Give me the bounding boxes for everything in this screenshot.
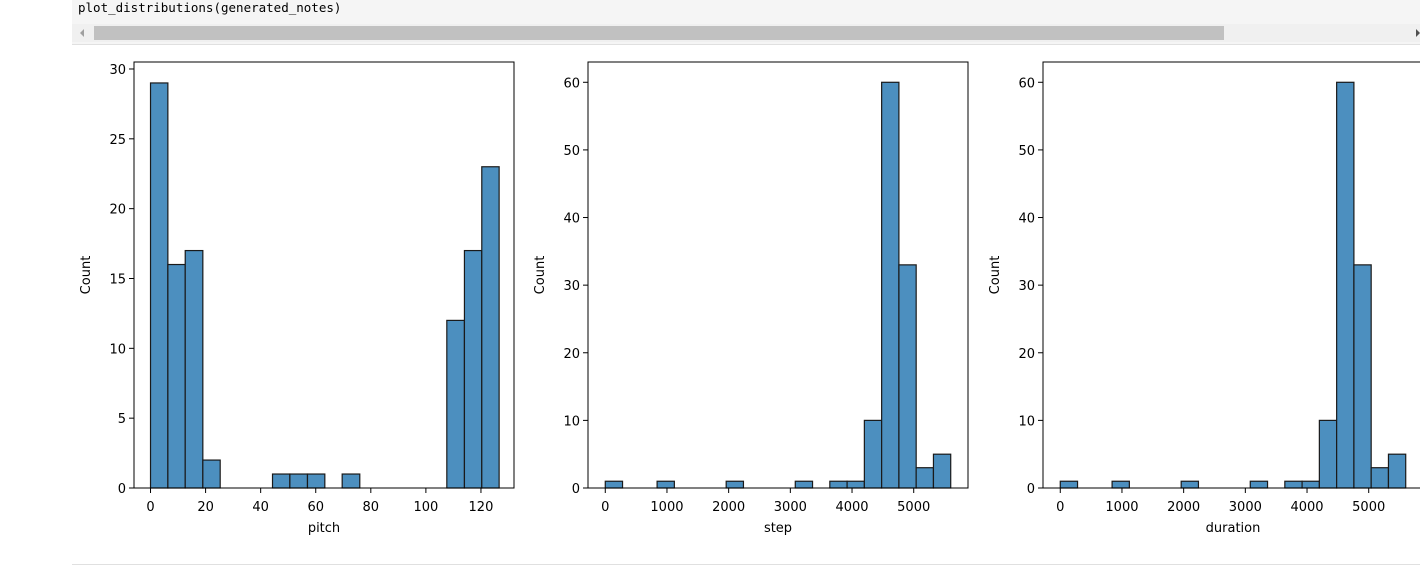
scroll-right-arrow-icon[interactable]: [1416, 29, 1420, 37]
bar-step-6: [863, 419, 883, 489]
y-tick-label: 25: [109, 133, 126, 148]
bar-step-7: [881, 81, 900, 489]
axes-frame: [1042, 61, 1420, 489]
bar-duration-7: [1336, 81, 1355, 489]
output-divider: [72, 564, 1420, 565]
x-tick-label: 2000: [712, 500, 745, 515]
y-tick-label: 20: [1018, 347, 1035, 362]
bar-step-0: [604, 480, 624, 489]
chart-step: 0 1000 2000 3000 4000 5000 0 10 20 30 40 50 60 step Co…: [533, 61, 969, 536]
y-tick-label: 0: [1027, 482, 1035, 497]
x-tick-label: 60: [307, 500, 324, 515]
y-tick-label: 30: [1018, 279, 1035, 294]
x-tick-label: 5000: [897, 500, 930, 515]
y-tick-label: 20: [109, 203, 126, 218]
x-tick-label: 20: [197, 500, 214, 515]
bar-duration-0: [1059, 480, 1079, 489]
y-tick-label: 30: [563, 279, 580, 294]
y-tick-label: 0: [118, 482, 126, 497]
scroll-left-arrow-icon[interactable]: [80, 29, 84, 37]
bar-step-2: [725, 480, 745, 489]
x-axis-label: duration: [1206, 521, 1261, 536]
bar-step-3: [794, 480, 814, 489]
y-tick-label: 5: [118, 412, 126, 427]
y-tick-label: 60: [1018, 76, 1035, 91]
x-tick-label: 100: [413, 500, 438, 515]
y-tick-label: 0: [572, 482, 580, 497]
axes-frame: [587, 61, 969, 489]
bar-step-1: [656, 480, 675, 489]
x-tick-label: 1000: [1105, 500, 1138, 515]
bar-pitch-5: [289, 473, 309, 489]
horizontal-scrollbar[interactable]: [72, 24, 1420, 42]
y-tick-label: 40: [1018, 212, 1035, 227]
bar-duration-9: [1370, 467, 1390, 489]
chart-pitch: 0 20 40 60 80 100 120 0 5 10 15 20 25 30 pitch Count: [79, 61, 515, 536]
x-axis-label: pitch: [308, 521, 340, 536]
x-tick-label: 0: [1056, 500, 1064, 515]
x-tick-label: 120: [469, 500, 494, 515]
x-tick-label: 3000: [774, 500, 807, 515]
x-tick-label: 0: [146, 500, 154, 515]
x-tick-label: 40: [252, 500, 269, 515]
bar-pitch-2: [184, 249, 204, 489]
x-tick-label: 4000: [835, 500, 868, 515]
y-tick-label: 50: [563, 144, 580, 159]
code-line[interactable]: plot_distributions(generated_notes): [78, 0, 342, 15]
code-cell[interactable]: plot_distributions(generated_notes): [72, 0, 1420, 45]
bar-pitch-6: [306, 473, 326, 489]
x-tick-label: 3000: [1229, 500, 1262, 515]
bar-pitch-10: [481, 166, 500, 489]
bar-duration-4: [1284, 480, 1303, 489]
bar-duration-6: [1318, 419, 1338, 489]
y-tick-label: 40: [563, 212, 580, 227]
bar-step-9: [915, 467, 935, 489]
y-tick-label: 30: [109, 63, 126, 78]
y-axis-label: Count: [79, 256, 94, 295]
bar-duration-10: [1387, 453, 1407, 489]
bar-duration-1: [1111, 480, 1130, 489]
bar-pitch-7: [341, 473, 361, 489]
scrollbar-thumb[interactable]: [94, 26, 1224, 40]
bar-step-8: [898, 264, 917, 489]
bar-step-4: [829, 480, 848, 489]
y-tick-label: 60: [563, 76, 580, 91]
bar-duration-8: [1353, 264, 1372, 489]
bar-duration-3: [1249, 480, 1269, 489]
bar-pitch-3: [202, 459, 221, 489]
axes-frame: [133, 61, 515, 489]
bar-pitch-8: [446, 319, 466, 489]
chart-duration: 0 1000 2000 3000 4000 5000 0 10 20 30 40 50 60 durati…: [988, 61, 1420, 536]
bar-pitch-0: [149, 82, 169, 489]
x-tick-label: 1000: [650, 500, 683, 515]
y-tick-label: 15: [109, 272, 126, 287]
bar-duration-2: [1180, 480, 1200, 489]
bar-pitch-4: [271, 473, 291, 489]
y-axis-label: Count: [533, 256, 548, 295]
x-tick-label: 2000: [1167, 500, 1200, 515]
y-tick-label: 50: [1018, 144, 1035, 159]
y-tick-label: 10: [563, 414, 580, 429]
x-tick-label: 5000: [1352, 500, 1385, 515]
bar-pitch-9: [463, 249, 483, 489]
y-axis-label: Count: [988, 256, 1003, 295]
y-tick-label: 10: [1018, 414, 1035, 429]
bar-pitch-1: [167, 263, 186, 489]
x-axis-label: step: [764, 521, 792, 536]
y-tick-label: 20: [563, 347, 580, 362]
x-tick-label: 80: [363, 500, 380, 515]
x-tick-label: 4000: [1290, 500, 1323, 515]
x-tick-label: 0: [601, 500, 609, 515]
bar-step-10: [932, 453, 952, 489]
y-tick-label: 10: [109, 342, 126, 357]
bar-step-5: [846, 480, 865, 489]
bar-duration-5: [1301, 480, 1320, 489]
